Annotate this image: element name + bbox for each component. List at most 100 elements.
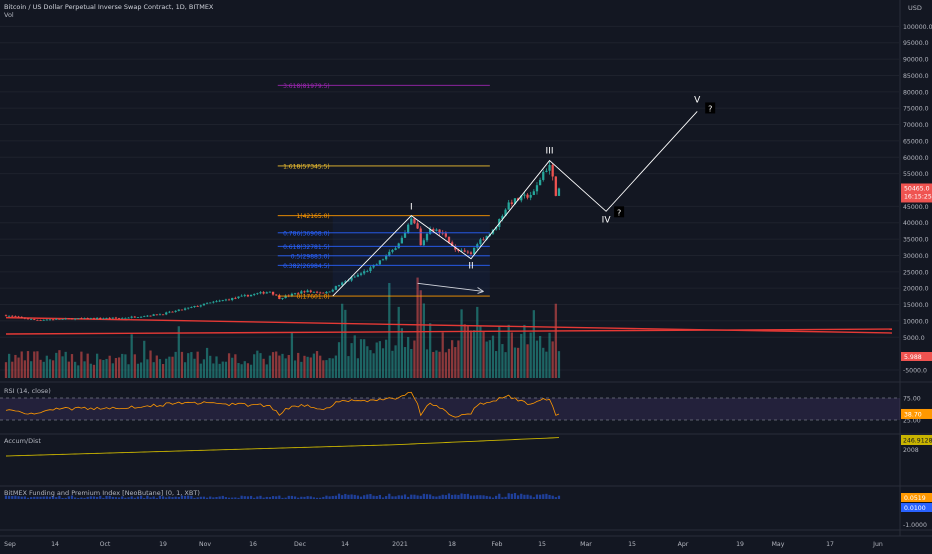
volume-bar xyxy=(513,347,517,378)
funding-bar xyxy=(111,496,114,499)
funding-bar xyxy=(410,494,413,499)
candle-body xyxy=(51,319,55,321)
rsi-value: 38.70 xyxy=(904,411,922,418)
candle-body xyxy=(209,302,212,304)
volume-bar xyxy=(451,340,454,378)
funding-bar xyxy=(494,495,498,499)
funding-bar xyxy=(139,495,143,499)
funding-bar xyxy=(80,497,83,499)
funding-bar xyxy=(64,497,67,499)
volume-bar xyxy=(108,355,111,378)
volume-bar xyxy=(187,353,190,378)
volume-bar xyxy=(491,335,495,378)
candle-body xyxy=(218,300,221,302)
candle-body xyxy=(419,228,422,246)
price-axis-label: 40000.0 xyxy=(903,220,929,227)
funding-bar xyxy=(381,497,385,499)
funding-bar xyxy=(532,497,535,499)
currency-label: USD xyxy=(908,4,922,12)
candle-body xyxy=(432,229,435,231)
volume-label: Vol xyxy=(4,11,14,19)
volume-bar xyxy=(243,361,246,378)
funding-bar xyxy=(45,496,48,499)
volume-bar xyxy=(385,339,388,378)
candle-body xyxy=(231,297,234,300)
funding-bar xyxy=(259,495,262,499)
volume-bar xyxy=(538,335,542,378)
funding-bar xyxy=(435,496,438,499)
volume-bar xyxy=(350,343,353,378)
candle-body xyxy=(117,317,121,319)
volume-bar xyxy=(262,358,265,378)
volume-bar xyxy=(268,355,272,378)
funding-bar xyxy=(473,495,476,499)
candle-body xyxy=(353,276,356,278)
volume-bar xyxy=(36,351,39,378)
candle-body xyxy=(523,194,526,196)
funding-bar xyxy=(319,497,322,499)
volume-bar xyxy=(454,347,457,378)
volume-bar xyxy=(328,358,331,378)
funding-bar xyxy=(158,495,162,499)
funding-bar xyxy=(89,496,92,499)
funding-bar xyxy=(369,494,372,499)
candle-body xyxy=(73,318,77,320)
candle-body xyxy=(177,309,180,311)
candle-body xyxy=(513,198,517,204)
funding-bar xyxy=(124,497,127,499)
funding-bar xyxy=(422,493,425,499)
volume-bar xyxy=(542,347,545,378)
volume-bar xyxy=(155,355,158,378)
funding-bar xyxy=(388,493,391,499)
funding-bar xyxy=(542,494,545,499)
volume-bar xyxy=(372,353,375,378)
funding-bar xyxy=(312,497,316,499)
funding-bar xyxy=(413,494,416,499)
candle-body xyxy=(17,316,20,318)
candle-body xyxy=(23,317,26,319)
candle-body xyxy=(545,170,548,172)
volume-bar xyxy=(143,340,146,378)
volume-bar xyxy=(89,363,92,378)
funding-bar xyxy=(180,495,184,499)
funding-bar xyxy=(146,495,149,499)
price-axis-label: 70000.0 xyxy=(903,122,929,129)
candle-body xyxy=(388,251,391,256)
funding-bar xyxy=(491,497,495,499)
candle-body xyxy=(425,233,429,241)
funding-bar xyxy=(309,496,312,499)
volume-bar xyxy=(300,361,303,378)
candle-body xyxy=(108,317,111,319)
funding-bar xyxy=(554,497,557,499)
rsi-line xyxy=(5,391,560,418)
volume-bar xyxy=(80,351,83,378)
volume-bar xyxy=(99,359,102,378)
volume-bar xyxy=(400,328,404,378)
candle-body xyxy=(520,195,523,201)
volume-bar xyxy=(39,359,42,378)
candle-body xyxy=(271,291,275,295)
volume-bar xyxy=(356,358,360,378)
candle-body xyxy=(265,292,268,294)
rsi-value-badge xyxy=(901,408,932,419)
candle-body xyxy=(187,307,190,309)
funding-bar xyxy=(83,497,86,499)
candle-body xyxy=(146,315,149,317)
funding-bar xyxy=(227,497,231,499)
candle-body xyxy=(70,318,74,320)
candle-body xyxy=(30,319,33,320)
candle-body xyxy=(315,291,319,293)
candle-body xyxy=(372,265,375,268)
candle-body xyxy=(344,281,347,283)
price-axis-label: 65000.0 xyxy=(903,138,929,145)
funding-bar xyxy=(293,496,297,499)
funding-bar xyxy=(193,497,196,499)
candle-body xyxy=(410,218,413,225)
volume-bar xyxy=(146,359,149,378)
funding-bar xyxy=(262,497,265,499)
funding-bar xyxy=(403,494,407,499)
funding-bar xyxy=(432,496,435,499)
funding-value-badge-bottom xyxy=(901,503,932,512)
